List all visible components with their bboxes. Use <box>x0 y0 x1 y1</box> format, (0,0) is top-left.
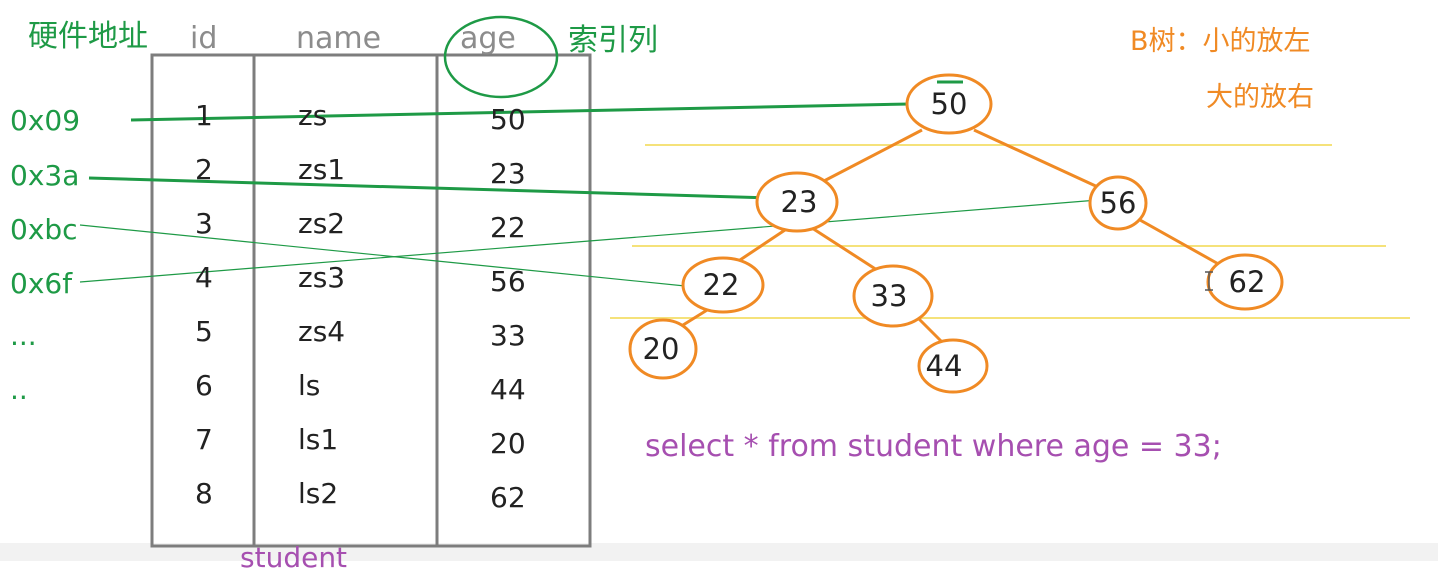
tree-node-value: 50 <box>931 87 968 121</box>
cell-age: 44 <box>490 373 526 406</box>
column-header-id: id <box>190 21 218 56</box>
btree-rule-line1: B树：小的放左 <box>1130 26 1311 57</box>
tree-node-value: 56 <box>1100 186 1137 220</box>
pointer-line-0x6f <box>79 199 1099 283</box>
tree-node-value: 33 <box>871 279 908 313</box>
cell-id: 8 <box>195 477 213 510</box>
hardware-address-ellipsis: ... <box>10 319 37 352</box>
index-column-highlight <box>443 15 559 99</box>
cell-age: 50 <box>490 103 526 136</box>
cell-age: 62 <box>490 481 526 514</box>
cell-id: 6 <box>195 369 213 402</box>
cell-age: 33 <box>490 319 526 352</box>
cell-name: zs1 <box>298 153 346 186</box>
cell-age: 22 <box>490 211 526 244</box>
cell-id: 7 <box>195 423 213 456</box>
tree-node-value: 44 <box>926 349 963 383</box>
cell-name: zs4 <box>298 315 346 348</box>
tree-node-ring <box>917 338 989 394</box>
cell-age: 23 <box>490 157 526 190</box>
pointer-line-0x3a <box>88 176 773 200</box>
cell-name: zs2 <box>298 207 346 240</box>
cell-id: 1 <box>195 99 213 132</box>
tree-node-value: 20 <box>643 332 680 366</box>
index-column-label: 索引列 <box>568 23 658 58</box>
tree-node-ring <box>628 318 698 380</box>
btree-index-diagram: 50 23 56 22 33 62 20 44 <box>79 15 1410 548</box>
hardware-address: 0x09 <box>10 104 81 137</box>
student-table-grid <box>150 53 592 548</box>
table-name-label: student <box>240 541 348 574</box>
tree-node-ring <box>1088 175 1148 231</box>
column-header-name: name <box>296 21 382 56</box>
cell-id: 4 <box>195 261 213 294</box>
cell-name: ls <box>298 369 321 402</box>
hardware-address-ellipsis: .. <box>10 373 28 406</box>
pointer-line-0x09 <box>130 102 911 122</box>
column-header-age: age <box>460 21 516 56</box>
cell-age: 20 <box>490 427 526 460</box>
cell-name: ls2 <box>298 477 339 510</box>
cell-name: zs3 <box>298 261 346 294</box>
cell-name: ls1 <box>298 423 339 456</box>
tree-node-ring <box>1206 253 1284 311</box>
hardware-address: 0x3a <box>10 159 80 192</box>
tree-node-ring <box>681 256 765 314</box>
btree-edges <box>674 128 1223 347</box>
sql-query: select * from student where age = 33; <box>645 429 1222 464</box>
cell-id: 5 <box>195 315 213 348</box>
text-cursor-icon <box>1205 271 1213 291</box>
cell-id: 3 <box>195 207 213 240</box>
pointer-line-0xbc <box>79 224 696 288</box>
hardware-address: 0xbc <box>10 213 78 246</box>
btree-rule-line2: 大的放右 <box>1206 82 1314 113</box>
hardware-address: 0x6f <box>10 267 73 300</box>
tree-node-ring <box>755 171 839 233</box>
tree-node-ring <box>905 73 993 135</box>
cell-id: 2 <box>195 153 213 186</box>
tree-node-value: 23 <box>781 185 818 219</box>
cell-name: zs <box>298 99 328 132</box>
tree-node-value: 22 <box>703 268 740 302</box>
hardware-address-label: 硬件地址 <box>28 19 148 54</box>
cell-age: 56 <box>490 265 526 298</box>
tree-node-ring <box>852 264 934 328</box>
tree-node-value: 62 <box>1229 265 1266 299</box>
